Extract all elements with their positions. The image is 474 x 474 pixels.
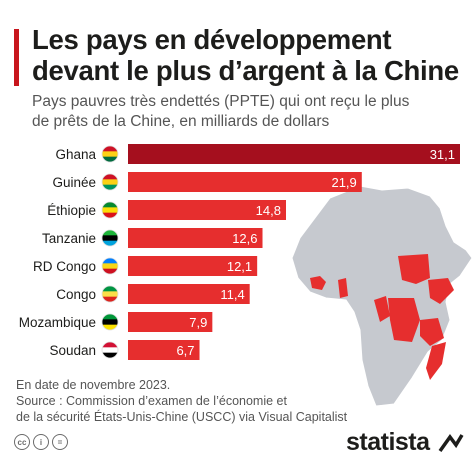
map-highlight-dr-congo <box>388 298 420 342</box>
source-line-2: de la sécurité États-Unis-Chine (USCC) v… <box>16 410 348 424</box>
statista-logo-icon <box>438 434 464 453</box>
map-highlight-congo <box>374 296 390 322</box>
map-highlight-ethiopia <box>428 278 454 304</box>
date-note: En date de novembre 2023. <box>16 378 171 392</box>
category-label-soudan: Soudan <box>49 343 96 358</box>
flag-icon-ethiopie <box>101 201 119 219</box>
bar-mozambique <box>128 312 213 332</box>
flag-icon-mozambique <box>101 313 119 331</box>
title-line-1: Les pays en développement <box>32 24 392 55</box>
bar-tanzanie <box>128 228 263 248</box>
category-label-rd-congo: RD Congo <box>33 259 96 274</box>
bar-ghana <box>128 144 460 164</box>
category-label-tanzanie: Tanzanie <box>42 231 96 246</box>
bar-chart: Ghana 31,1 Guinée 21,9 Éthiopie 14,8 Tanzanie 1… <box>19 144 460 360</box>
title-accent-bar <box>14 29 19 86</box>
map-highlight-ghana <box>338 278 348 298</box>
subtitle-line-1: Pays pauvres très endettés (PPTE) qui on… <box>32 93 410 110</box>
value-label-soudan: 6,7 <box>176 343 194 358</box>
map-highlight-tanzania <box>420 318 444 346</box>
source-line-1: Source : Commission d’examen de l’économ… <box>16 394 287 408</box>
bar-guinee <box>128 172 362 192</box>
value-label-ghana: 31,1 <box>430 147 455 162</box>
noderivs-icon[interactable]: = <box>52 434 68 450</box>
value-label-congo: 11,4 <box>220 287 244 302</box>
attribution-icon[interactable]: i <box>33 434 49 450</box>
subtitle-line-2: de prêts de la Chine, en milliards de do… <box>32 113 330 130</box>
category-label-mozambique: Mozambique <box>19 315 96 330</box>
map-highlight-mozambique <box>426 342 446 380</box>
flag-icon-congo <box>101 285 119 303</box>
bar-congo <box>128 284 250 304</box>
category-label-ghana: Ghana <box>55 147 96 162</box>
map-highlight-guinea <box>310 276 326 290</box>
value-label-ethiopie: 14,8 <box>256 203 281 218</box>
bar-soudan <box>128 340 200 360</box>
chart-subtitle: Pays pauvres très endettés (PPTE) qui on… <box>32 92 462 132</box>
bar-rd-congo <box>128 256 258 276</box>
page-title: Les pays en développement devant le plus… <box>32 24 472 86</box>
flag-icon-rd-congo <box>101 257 119 275</box>
flag-icon-guinee <box>101 173 119 191</box>
cc-icon[interactable]: cc <box>14 434 30 450</box>
value-label-guinee: 21,9 <box>331 175 356 190</box>
category-label-guinee: Guinée <box>52 175 96 190</box>
category-label-congo: Congo <box>56 287 96 302</box>
title-line-2: devant le plus d’argent à la Chine <box>32 55 459 86</box>
flag-icon-ghana <box>101 145 119 163</box>
map-highlight-sudan <box>398 254 430 284</box>
value-label-mozambique: 7,9 <box>189 315 207 330</box>
license-icons: cc i = <box>14 434 68 450</box>
africa-map <box>291 185 473 407</box>
value-label-rd-congo: 12,1 <box>227 259 252 274</box>
africa-continent-shape <box>291 185 473 407</box>
value-label-tanzanie: 12,6 <box>232 231 257 246</box>
bar-ethiopie <box>128 200 286 220</box>
statista-logo-text[interactable]: statista <box>346 428 430 456</box>
chart-footnote: En date de novembre 2023. Source : Commi… <box>16 377 456 425</box>
category-label-ethiopie: Éthiopie <box>47 203 96 218</box>
flag-icon-tanzanie <box>101 229 119 247</box>
flag-icon-soudan <box>101 341 119 359</box>
